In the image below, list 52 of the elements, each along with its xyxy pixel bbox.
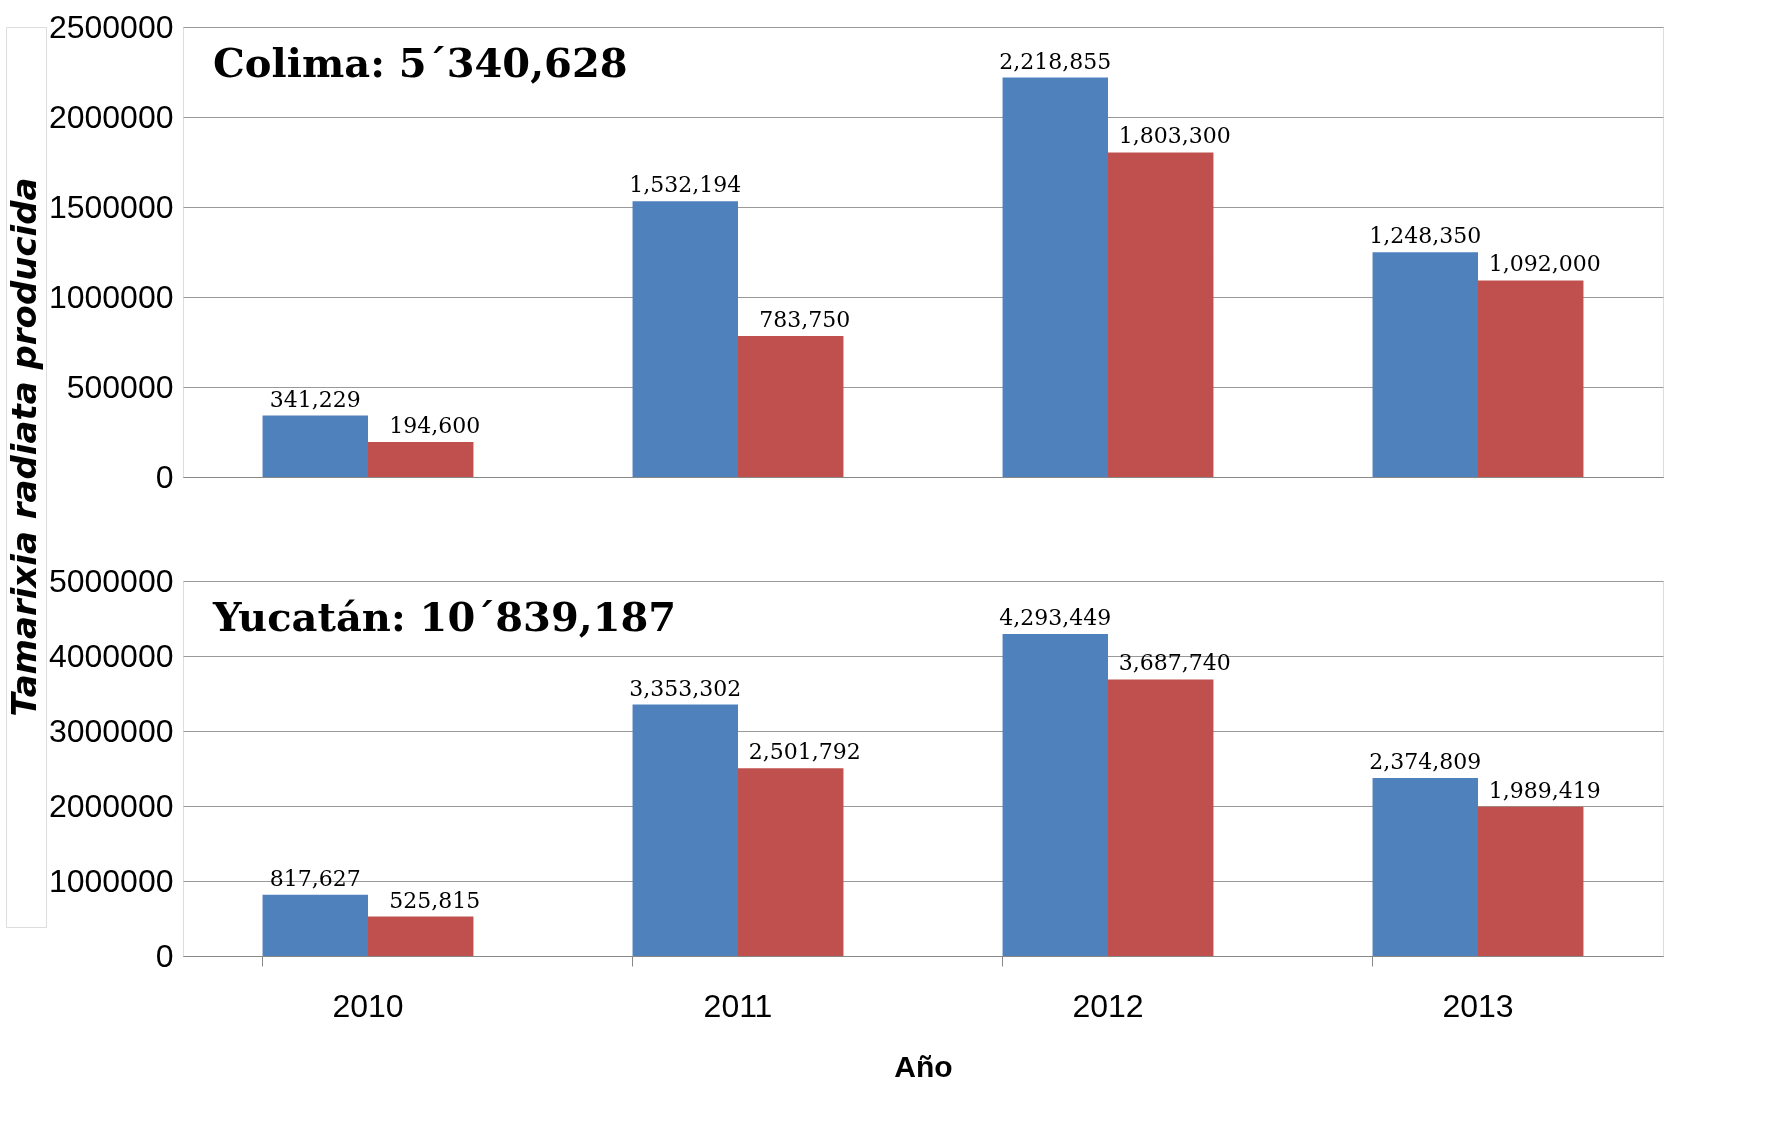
x-axis-title: Año	[894, 1049, 953, 1083]
y-tick-label: 0	[155, 937, 174, 974]
chart-title: Colima: 5´340,628	[213, 39, 628, 86]
bar	[1372, 777, 1478, 956]
x-tick-label: 2011	[703, 987, 773, 1024]
bar	[262, 415, 368, 477]
y-tick-label: 2000000	[48, 98, 174, 135]
y-axis-title: Tamarixia radiata producida	[4, 177, 44, 717]
data-label: 4,293,449	[999, 604, 1112, 630]
data-label: 1,989,419	[1488, 777, 1601, 803]
y-tick-label: 0	[155, 458, 174, 495]
y-tick-label: 3000000	[48, 712, 174, 749]
bar	[1108, 152, 1214, 477]
x-tick-label: 2010	[332, 987, 404, 1024]
y-tick-label: 2000000	[48, 787, 174, 824]
y-tick-label: 4000000	[48, 637, 174, 674]
y-tick-label: 1000000	[48, 278, 174, 315]
y-tick-label: 1500000	[48, 188, 174, 225]
bar	[738, 768, 844, 956]
data-label: 194,600	[389, 412, 481, 438]
data-label: 3,687,740	[1118, 650, 1231, 676]
data-label: 783,750	[759, 306, 851, 332]
data-label: 2,218,855	[999, 48, 1112, 74]
x-tick-label: 2013	[1442, 987, 1514, 1024]
data-label: 817,627	[269, 865, 361, 891]
chart-title: Yucatán: 10´839,187	[212, 593, 677, 640]
bar	[262, 894, 368, 956]
bar	[1478, 280, 1584, 477]
bar	[738, 335, 844, 477]
data-label: 3,353,302	[629, 675, 742, 701]
bar	[368, 441, 474, 477]
bar	[1002, 633, 1108, 956]
x-tick-label: 2012	[1072, 987, 1144, 1024]
bar	[368, 916, 474, 956]
data-label: 1,248,350	[1369, 223, 1482, 249]
y-tick-label: 500000	[66, 368, 174, 405]
y-tick-label: 1000000	[48, 862, 174, 899]
bar	[632, 201, 738, 477]
data-label: 341,229	[269, 386, 361, 412]
data-label: 2,501,792	[748, 739, 861, 765]
y-tick-label: 5000000	[48, 562, 174, 599]
bar	[632, 704, 738, 956]
data-label: 1,803,300	[1118, 123, 1231, 149]
data-label: 1,532,194	[629, 172, 742, 198]
y-tick-label: 2500000	[48, 8, 174, 45]
bar	[1372, 252, 1478, 477]
bar	[1002, 77, 1108, 477]
data-label: 2,374,809	[1369, 748, 1482, 774]
bar	[1108, 679, 1214, 956]
bar	[1478, 806, 1584, 956]
data-label: 525,815	[389, 887, 481, 913]
data-label: 1,092,000	[1488, 251, 1601, 277]
